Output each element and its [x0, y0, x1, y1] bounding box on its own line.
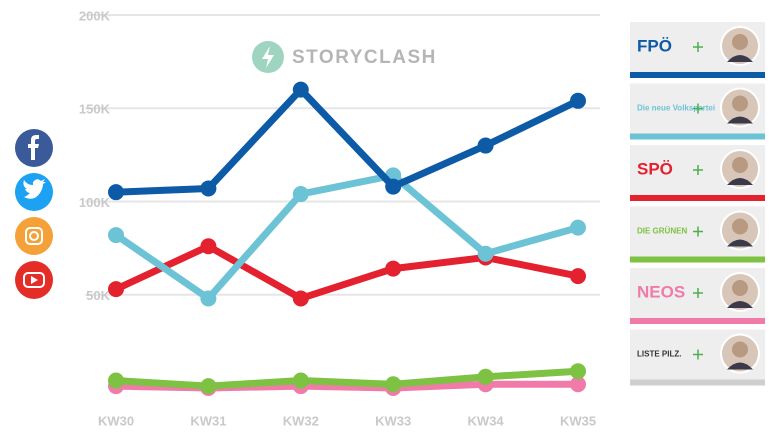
legend-swatch — [630, 256, 765, 263]
portrait-body — [727, 55, 753, 62]
legend-item[interactable]: Die neue Volkspartei — [630, 83, 765, 140]
instagram-lens — [29, 231, 39, 241]
legend-swatch — [630, 379, 765, 386]
data-point — [200, 290, 217, 307]
x-tick-label: KW30 — [98, 413, 134, 428]
y-tick-label: 200K — [79, 8, 111, 23]
youtube-play — [31, 276, 38, 284]
portrait-body — [727, 116, 753, 124]
facebook-glyph — [28, 135, 39, 160]
legend-item[interactable]: LISTE PILZ. — [630, 329, 765, 386]
x-tick-label: KW34 — [468, 413, 505, 428]
data-point — [570, 92, 586, 109]
data-point — [570, 363, 586, 380]
watermark-bolt — [262, 46, 274, 68]
legend-swatch — [630, 133, 765, 140]
data-point — [292, 81, 309, 98]
x-tick-label: KW35 — [560, 413, 596, 428]
data-point — [108, 184, 124, 201]
portrait-body — [727, 362, 753, 370]
data-point — [570, 219, 586, 236]
data-point — [477, 245, 494, 262]
data-point — [385, 178, 402, 195]
series-line — [115, 367, 579, 390]
data-point — [108, 227, 124, 244]
data-point — [108, 372, 124, 389]
x-tick-label: KW31 — [190, 413, 226, 428]
data-point — [292, 186, 309, 203]
youtube-glyph — [23, 272, 45, 288]
data-point — [570, 268, 586, 285]
y-tick-label: 150K — [79, 102, 111, 117]
data-point — [292, 290, 309, 307]
legend-item[interactable]: FPÖ — [630, 22, 765, 78]
portrait-head — [732, 34, 748, 50]
instagram-icon[interactable] — [15, 217, 53, 255]
legend-label: SPÖ — [637, 159, 673, 178]
legend-swatch — [630, 72, 765, 78]
data-point — [385, 260, 402, 277]
portrait-head — [732, 341, 748, 358]
legend-item[interactable]: DIE GRÜNEN — [630, 206, 765, 263]
watermark: STORYCLASH — [252, 41, 437, 73]
legend-item[interactable]: SPÖ — [630, 145, 765, 201]
twitter-glyph — [23, 179, 46, 199]
y-tick-label: 100K — [79, 195, 111, 210]
data-point — [292, 372, 309, 389]
portrait-head — [732, 157, 748, 173]
portrait-body — [727, 178, 753, 185]
portrait-body — [727, 301, 753, 308]
data-point — [200, 378, 217, 395]
portrait-head — [732, 95, 748, 112]
legend-item[interactable]: NEOS — [630, 268, 765, 324]
data-point — [477, 137, 494, 154]
legend-label: FPÖ — [637, 36, 672, 55]
portrait-head — [732, 218, 748, 235]
legend-swatch — [630, 195, 765, 201]
legend-swatch — [630, 318, 765, 324]
legend-label: DIE GRÜNEN — [637, 227, 687, 236]
data-point — [200, 180, 217, 197]
portrait-head — [732, 280, 748, 296]
x-tick-label: KW32 — [283, 413, 319, 428]
legend-label: NEOS — [637, 282, 685, 301]
series-line — [114, 242, 579, 302]
x-tick-label: KW33 — [375, 413, 411, 428]
instagram-glyph — [25, 227, 43, 245]
portrait-body — [727, 239, 753, 247]
data-point — [385, 376, 402, 393]
data-point — [200, 238, 217, 255]
series-line — [114, 171, 579, 302]
data-point — [108, 281, 124, 298]
legend-label: LISTE PILZ. — [637, 350, 681, 359]
legend-label: Die neue Volkspartei — [637, 104, 715, 113]
series-line — [115, 86, 580, 196]
data-point — [570, 376, 586, 393]
watermark-text: STORYCLASH — [292, 47, 437, 68]
y-tick-label: 50K — [86, 288, 110, 303]
social-icons — [15, 129, 53, 299]
data-point — [477, 368, 494, 385]
